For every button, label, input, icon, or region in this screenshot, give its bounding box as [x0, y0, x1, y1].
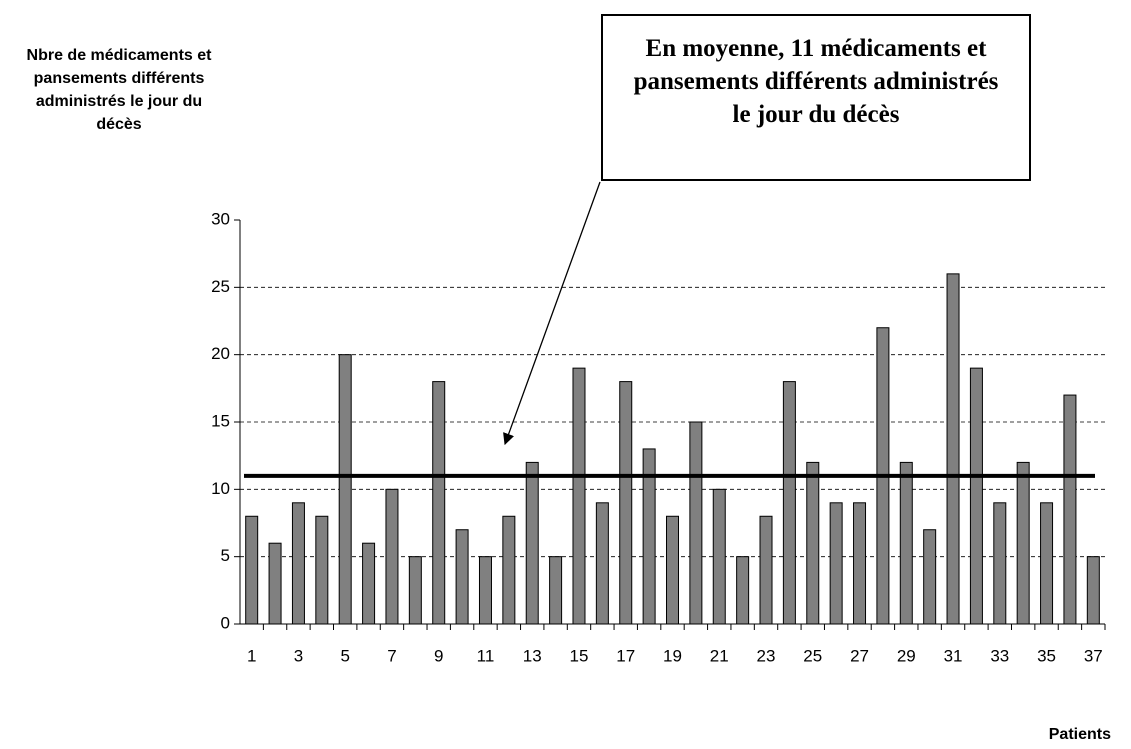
x-axis-label: Patients	[1048, 726, 1111, 743]
y-tick-label: 0	[221, 613, 230, 632]
bar	[759, 515, 773, 625]
x-tick-label: 23	[757, 646, 776, 665]
x-tick-label: 15	[570, 646, 589, 665]
y-tick-label: 5	[221, 546, 230, 565]
bar	[666, 515, 679, 625]
y-axis-label: Nbre de médicaments et pansements différ…	[0, 44, 238, 136]
bar	[1016, 461, 1030, 625]
bar	[712, 488, 726, 625]
x-tick-label: 27	[850, 646, 869, 665]
bar	[993, 502, 1007, 625]
bar	[268, 542, 282, 625]
y-tick-label: 20	[211, 344, 230, 363]
bar	[946, 273, 960, 625]
bar	[291, 502, 305, 625]
x-tick-label: 9	[434, 646, 443, 665]
x-tick-label: 33	[990, 646, 1009, 665]
x-tick-label: 13	[523, 646, 542, 665]
bar	[338, 354, 352, 625]
x-tick-label: 25	[803, 646, 822, 665]
bar	[642, 448, 656, 625]
annotation-arrow	[503, 181, 601, 446]
bar	[478, 556, 492, 625]
x-tick-label: 29	[897, 646, 916, 665]
y-tick-label: 25	[211, 277, 230, 296]
x-tick-label: 35	[1037, 646, 1056, 665]
bar	[736, 556, 750, 625]
annotation: En moyenne, 11 médicaments et pansements…	[601, 14, 1031, 181]
bar	[899, 461, 913, 625]
x-tick-label: 11	[477, 646, 495, 665]
bar	[1040, 502, 1054, 625]
x-tick-label: 7	[387, 646, 396, 665]
bar	[689, 421, 703, 625]
bar	[525, 461, 539, 625]
x-tick-label: 37	[1084, 646, 1103, 665]
y-tick-label: 30	[211, 209, 230, 228]
x-tick-label: 3	[294, 646, 303, 665]
bar	[432, 381, 446, 625]
bar	[455, 529, 469, 625]
bar	[1063, 394, 1077, 625]
x-tick-label: 1	[247, 646, 256, 665]
bar	[923, 529, 937, 625]
x-tick-label: 17	[616, 646, 635, 665]
x-tick-label: 19	[663, 646, 682, 665]
y-tick-label: 15	[211, 411, 230, 430]
bar	[595, 502, 609, 625]
bar	[969, 367, 983, 625]
x-tick-label: 21	[710, 646, 729, 665]
y-tick-label: 10	[211, 479, 230, 498]
bar	[385, 488, 399, 625]
bar	[806, 461, 820, 625]
bar	[362, 542, 376, 625]
bar	[315, 515, 329, 625]
bar	[1086, 556, 1100, 625]
bar	[619, 381, 633, 625]
x-tick-label: 5	[340, 646, 349, 665]
bar	[502, 515, 516, 625]
bar	[572, 367, 586, 625]
bar	[782, 381, 796, 625]
bar	[829, 502, 843, 625]
bar	[549, 556, 563, 625]
bar	[408, 556, 422, 625]
bar	[245, 515, 259, 625]
bar	[853, 502, 867, 625]
x-tick-label: 31	[944, 646, 963, 665]
y-axis-label-text: Nbre de médicaments et pansements différ…	[26, 47, 212, 133]
